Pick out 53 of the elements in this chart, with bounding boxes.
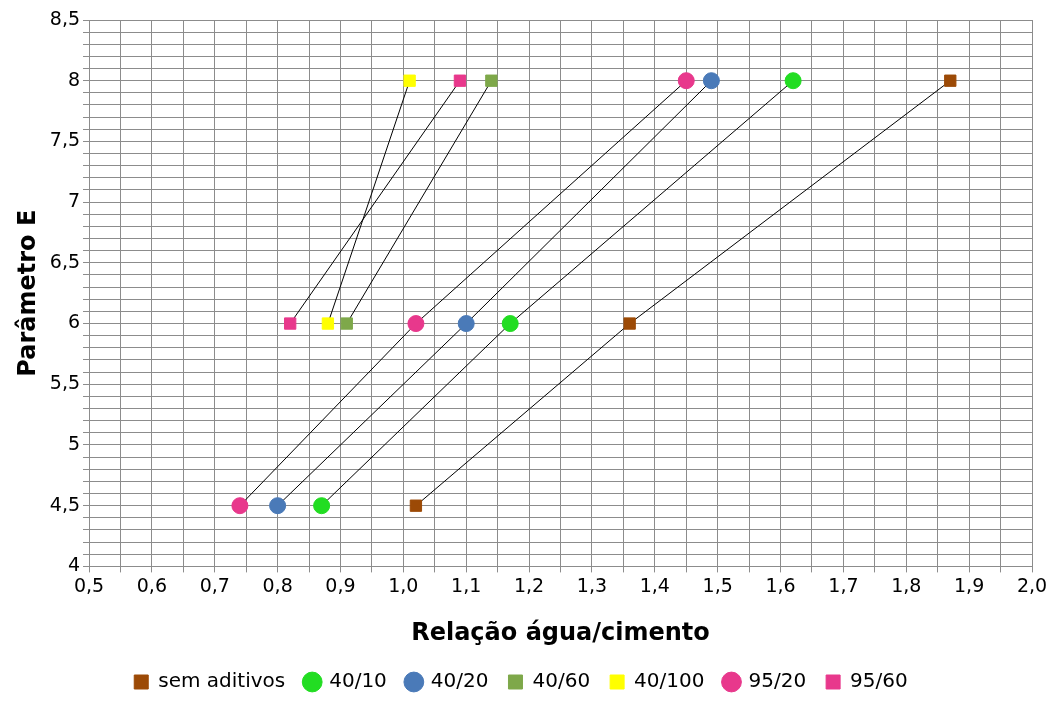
point xyxy=(457,315,475,333)
legend-label: 40/60 xyxy=(532,668,591,693)
x-tick-label: 1,4 xyxy=(639,573,670,596)
y-tick-label: 6 xyxy=(67,310,81,333)
y-tick-label: 4,5 xyxy=(49,492,81,515)
x-tick-label: 1,9 xyxy=(954,573,985,596)
point xyxy=(677,72,695,90)
x-tick-label: 1,8 xyxy=(891,573,922,596)
point xyxy=(501,315,519,333)
x-tick-label: 1,2 xyxy=(513,573,545,596)
x-tick-label: 1,0 xyxy=(388,573,419,596)
x-tick-label: 1,7 xyxy=(828,573,859,596)
x-tick-label: 0,9 xyxy=(325,573,356,596)
y-axis-title: Parâmetro E xyxy=(12,209,41,377)
point xyxy=(485,74,498,87)
y-tick-label: 8 xyxy=(67,67,81,90)
y-tick-label: 6,5 xyxy=(49,249,81,272)
x-tick-label: 0,6 xyxy=(136,573,167,596)
x-tick-label: 1,5 xyxy=(702,573,733,596)
point xyxy=(407,315,425,333)
point xyxy=(623,317,636,330)
x-tick-label: 2,0 xyxy=(1016,573,1048,596)
x-tick-label: 1,1 xyxy=(451,573,482,596)
y-tick-label: 8,5 xyxy=(49,6,81,29)
point xyxy=(944,74,957,87)
point xyxy=(702,72,720,90)
x-tick-label: 0,7 xyxy=(199,573,230,596)
legend-label: 95/60 xyxy=(850,668,908,693)
point xyxy=(313,497,331,515)
point xyxy=(784,72,802,90)
legend-label: 40/10 xyxy=(329,668,387,693)
x-tick-label: 0,5 xyxy=(73,573,105,596)
legend-label: sem aditivos xyxy=(158,668,286,693)
point xyxy=(403,74,416,87)
point xyxy=(269,497,287,515)
point xyxy=(231,497,249,515)
legend-label: 40/100 xyxy=(634,668,705,693)
y-tick-label: 7,5 xyxy=(49,128,81,151)
point xyxy=(453,74,467,87)
point xyxy=(409,499,423,512)
legend-label: 95/20 xyxy=(748,668,807,693)
point xyxy=(340,317,353,330)
x-tick-label: 1,3 xyxy=(576,573,608,596)
y-tick-label: 7 xyxy=(67,189,81,212)
y-tick-label: 5,5 xyxy=(49,371,81,394)
y-tick-label: 4 xyxy=(67,553,81,576)
x-axis-title: Relação água/cimento xyxy=(411,617,710,646)
point xyxy=(284,317,297,330)
x-tick-label: 0,8 xyxy=(262,573,293,596)
legend-label: 40/20 xyxy=(430,668,489,693)
point xyxy=(321,317,335,330)
y-tick-label: 5 xyxy=(67,431,81,454)
x-tick-label: 1,6 xyxy=(765,573,796,596)
